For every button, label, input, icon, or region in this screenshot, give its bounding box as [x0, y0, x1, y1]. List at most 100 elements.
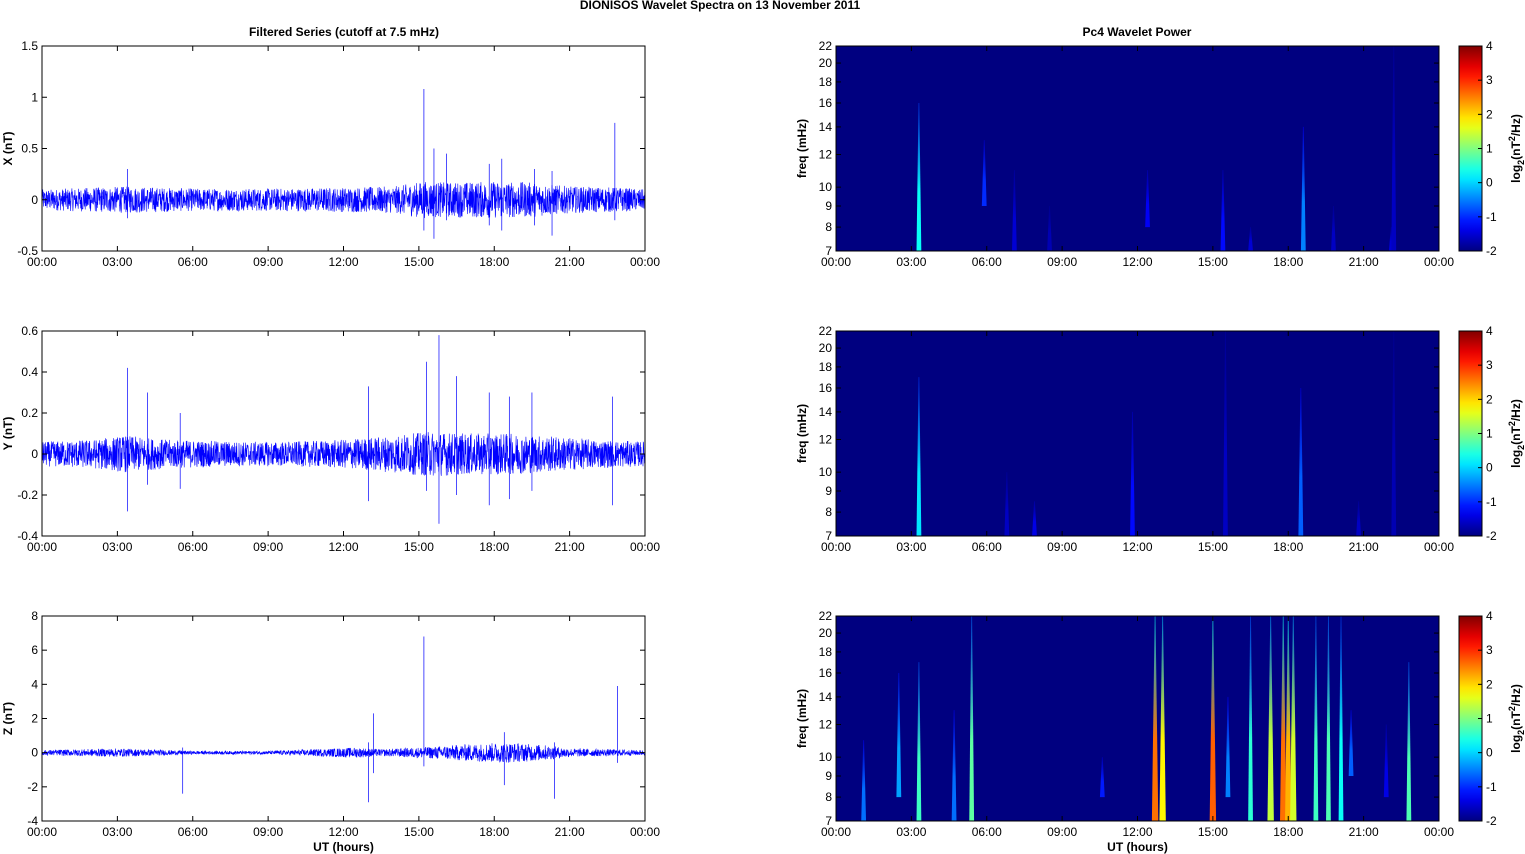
spectrogram-event-2-15: [1313, 616, 1319, 821]
series-0-xtick-label-6: 18:00: [479, 255, 509, 269]
spectrogram-ytick-label-0-0: 7: [825, 244, 832, 258]
series-1-xtick-label-1: 03:00: [102, 540, 132, 554]
spectrogram-ytick-label-1-0: 7: [825, 529, 832, 543]
colorbar-label-part-2-1: 2: [1516, 730, 1525, 735]
right-column-title: Pc4 Wavelet Power: [1083, 25, 1192, 39]
spectrogram-ytick-label-2-3: 10: [819, 750, 833, 764]
spectrogram-event-2-16: [1326, 616, 1331, 821]
series-0-xtick-label-5: 15:00: [404, 255, 434, 269]
spectrogram-event-0-7: [1300, 126, 1306, 251]
spectrogram-0-xtick-label-6: 18:00: [1273, 255, 1303, 269]
series-0-xtick-label-3: 09:00: [253, 255, 283, 269]
spectrogram-0-xtick-label-7: 21:00: [1349, 255, 1379, 269]
series-ylabel-2: Z (nT): [1, 702, 15, 735]
spectrogram-event-1-1: [1004, 472, 1010, 536]
series-ylabel-0: X (nT): [1, 132, 15, 166]
spectrogram-2-xtick-label-7: 21:00: [1349, 825, 1379, 839]
colorbar-tick-label-0-4: 2: [1486, 107, 1493, 121]
spectrogram-ytick-label-0-7: 18: [819, 75, 833, 89]
series-trace-0: [41, 182, 646, 219]
series-ytick-label-1-4: 0.4: [21, 365, 38, 379]
series-ytick-label-1-1: -0.2: [17, 488, 38, 502]
spectrogram-event-0-1: [981, 140, 987, 207]
spectrogram-event-2-19: [1383, 724, 1389, 798]
series-2-xtick-label-5: 15:00: [404, 825, 434, 839]
spectrogram-2-xtick-label-5: 15:00: [1198, 825, 1228, 839]
spectrogram-ytick-label-1-1: 8: [825, 505, 832, 519]
series-1-xtick-label-2: 06:00: [178, 540, 208, 554]
spectrogram-event-0-2: [1011, 170, 1017, 251]
spectrogram-2-xtick-label-6: 18:00: [1273, 825, 1303, 839]
spectrogram-ytick-label-2-2: 9: [825, 769, 832, 783]
spectrogram-1-xtick-label-0: 00:00: [821, 540, 851, 554]
colorbar-label-0: log2(nT2/Hz): [1507, 114, 1525, 183]
panels: -0.5 0 0.5 1 1.5 00:00 03:00 06:00 09:00 12:00 15:…: [1, 39, 1525, 854]
colorbar-tick-label-2-0: -2: [1486, 814, 1497, 828]
spectrogram-1-xtick-label-2: 06:00: [972, 540, 1002, 554]
spectrogram-event-2-14: [1290, 616, 1297, 821]
spectrogram-1-xtick-label-7: 21:00: [1349, 540, 1379, 554]
series-ytick-label-2-2: 0: [31, 746, 38, 760]
series-ytick-label-0-1: 0: [31, 193, 38, 207]
colorbar-tick-label-2-5: 3: [1486, 643, 1493, 657]
colorbar-tick-label-1-0: -2: [1486, 529, 1497, 543]
colorbar-tick-label-1-6: 4: [1486, 324, 1493, 338]
colorbar-label-part-0-2: (nT: [1509, 141, 1523, 160]
series-0-xtick-label-7: 21:00: [555, 255, 585, 269]
spectrogram-event-2-6: [1151, 616, 1159, 821]
series-ytick-label-2-5: 6: [31, 643, 38, 657]
spectrogram-2-xtick-label-1: 03:00: [896, 825, 926, 839]
spectrogram-0-xtick-label-5: 15:00: [1198, 255, 1228, 269]
spectrogram-event-0-6: [1248, 227, 1253, 251]
series-panel-1: -0.4 -0.2 0 0.2 0.4 0.6 00:00 03:00 06:00 09:00 12…: [1, 324, 660, 554]
spectrogram-events-2: [861, 616, 1412, 821]
colorbar-tick-label-1-2: 0: [1486, 461, 1493, 475]
series-xlabel-2: UT (hours): [313, 840, 374, 854]
colorbar-label-part-2-4: /Hz): [1509, 684, 1523, 706]
spectrogram-event-0-5: [1220, 170, 1226, 251]
colorbar-tick-label-2-2: 0: [1486, 746, 1493, 760]
series-2-xtick-label-4: 12:00: [328, 825, 358, 839]
series-0-xtick-label-4: 12:00: [328, 255, 358, 269]
spectrogram-0-xtick-label-1: 03:00: [896, 255, 926, 269]
spectrogram-event-0-0: [916, 103, 922, 251]
spectrogram-event-0-4: [1145, 170, 1150, 228]
series-plot-area-0: [42, 46, 645, 251]
spectrogram-background-1: [836, 331, 1439, 536]
spectrogram-background-2: [836, 616, 1439, 821]
spectrogram-ylabel-2: freq (mHz): [795, 689, 809, 748]
series-plot-area-2: [42, 616, 645, 821]
colorbar-tick-label-0-2: 0: [1486, 176, 1493, 190]
spectrogram-event-2-11: [1267, 616, 1274, 821]
spectrogram-ytick-label-2-9: 22: [819, 609, 833, 623]
colorbar-label-part-1-4: /Hz): [1509, 399, 1523, 421]
colorbar-label-part-0-4: /Hz): [1509, 114, 1523, 136]
series-2-xtick-label-0: 00:00: [27, 825, 57, 839]
spectrogram-event-1-7: [1391, 331, 1397, 536]
series-1-xtick-label-8: 00:00: [630, 540, 660, 554]
spectrogram-ytick-label-1-2: 9: [825, 484, 832, 498]
spectrogram-1-xtick-label-8: 00:00: [1424, 540, 1454, 554]
colorbar-label-part-2-0: log: [1509, 735, 1523, 753]
spectrogram-ytick-label-0-1: 8: [825, 220, 832, 234]
colorbar-tick-label-1-3: 1: [1486, 427, 1493, 441]
series-0-xtick-label-8: 00:00: [630, 255, 660, 269]
spectrogram-ytick-label-1-4: 12: [819, 433, 833, 447]
spectrogram-event-2-20: [1406, 662, 1412, 821]
spectrogram-ytick-label-2-8: 20: [819, 626, 833, 640]
series-ytick-label-2-4: 4: [31, 677, 38, 691]
series-2-xtick-label-1: 03:00: [102, 825, 132, 839]
spectrogram-0-xtick-label-3: 09:00: [1047, 255, 1077, 269]
spectrogram-event-1-4: [1223, 331, 1228, 536]
spectrogram-event-2-9: [1225, 696, 1231, 798]
colorbar-tick-label-0-1: -1: [1486, 210, 1497, 224]
colorbar-tick-label-2-3: 1: [1486, 712, 1493, 726]
spectrogram-ytick-label-0-3: 10: [819, 180, 833, 194]
spectrogram-ytick-label-2-6: 16: [819, 666, 833, 680]
spectrogram-event-2-12: [1280, 616, 1287, 821]
spectrogram-event-0-3: [1047, 206, 1052, 251]
colorbar-tick-label-0-0: -2: [1486, 244, 1497, 258]
